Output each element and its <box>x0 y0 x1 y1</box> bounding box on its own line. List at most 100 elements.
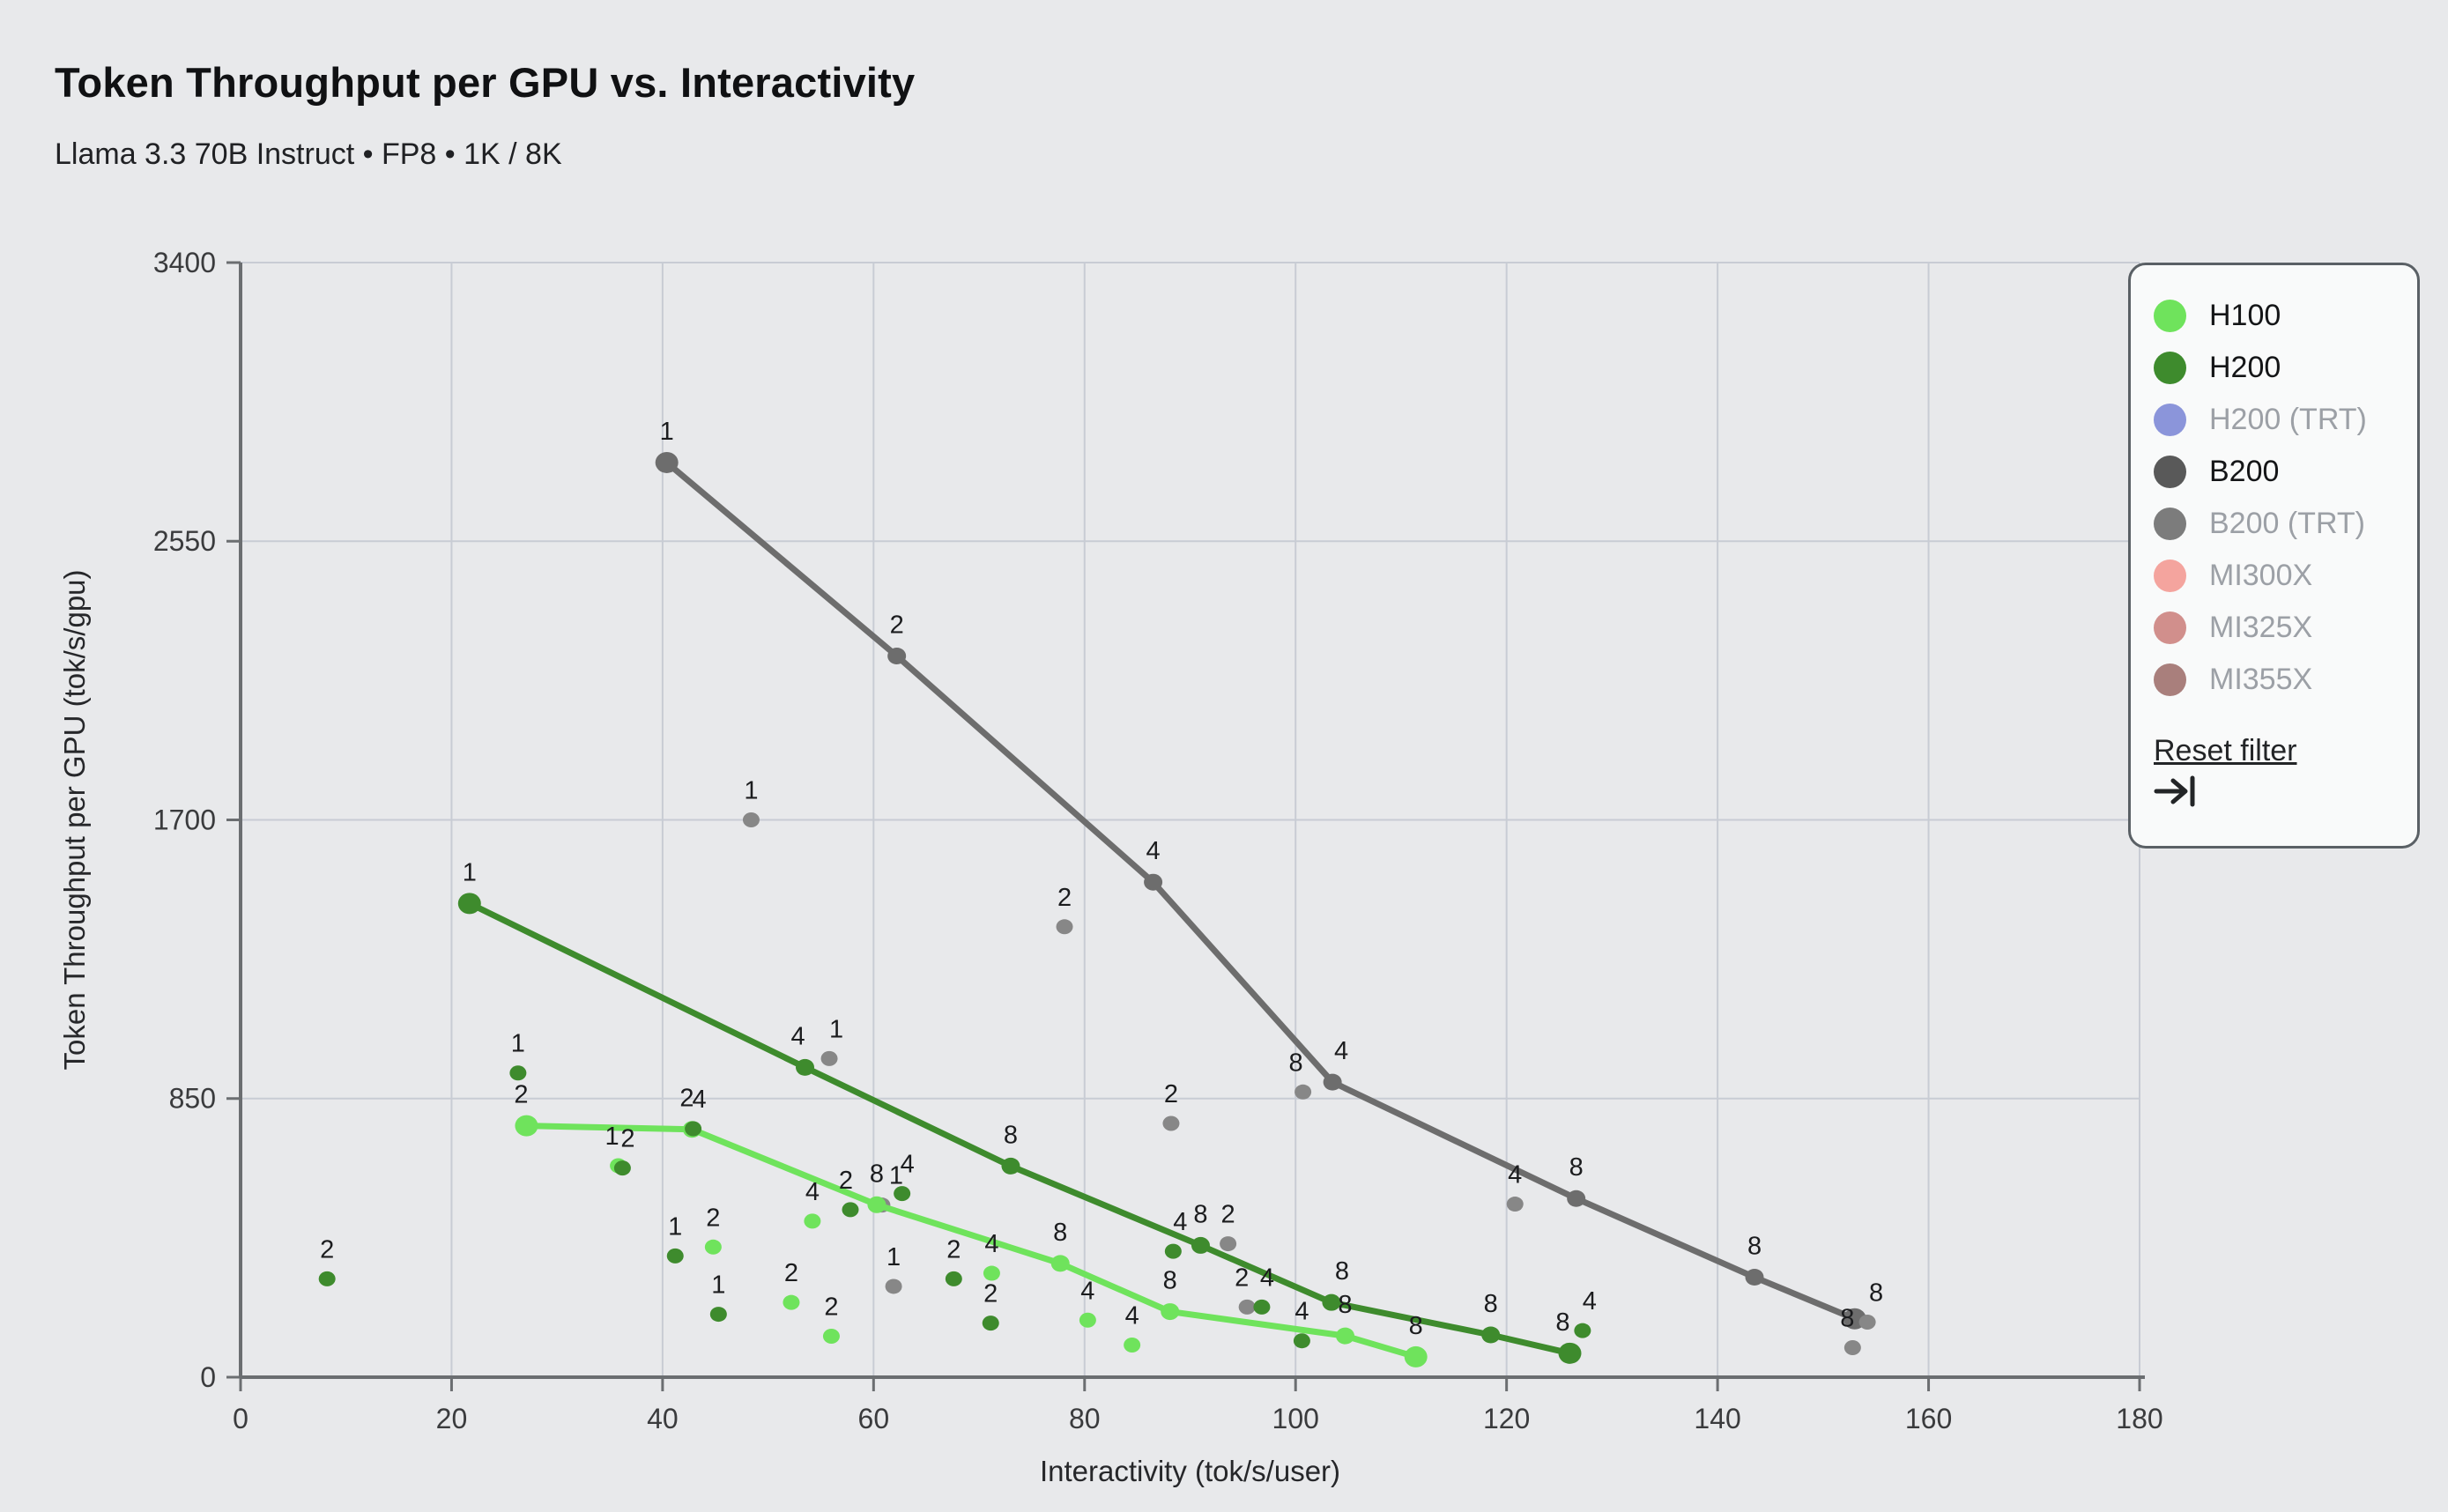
point-label: 2 <box>784 1259 798 1287</box>
legend-swatch-icon <box>2154 352 2186 384</box>
point-label: 2 <box>824 1293 838 1321</box>
reset-filter-link[interactable]: Reset filter <box>2154 734 2297 767</box>
point-label: 2 <box>1057 884 1072 912</box>
y-tick-label: 850 <box>169 1083 216 1115</box>
data-point[interactable] <box>509 1065 527 1081</box>
data-point[interactable] <box>1162 1115 1180 1131</box>
data-point[interactable] <box>655 451 679 473</box>
point-label: 4 <box>1173 1208 1187 1236</box>
data-point[interactable] <box>820 1050 838 1066</box>
legend-item-h100[interactable]: H100 <box>2154 290 2417 342</box>
data-point[interactable] <box>1404 1345 1428 1367</box>
data-point[interactable] <box>1335 1327 1354 1345</box>
data-point[interactable] <box>1558 1342 1582 1364</box>
data-point[interactable] <box>709 1307 727 1323</box>
data-point[interactable] <box>894 1186 911 1202</box>
data-point[interactable] <box>1293 1333 1310 1349</box>
data-point[interactable] <box>982 1316 999 1331</box>
data-point[interactable] <box>613 1160 631 1176</box>
point-label: 2 <box>514 1081 528 1109</box>
point-label: 2 <box>983 1280 998 1308</box>
data-point[interactable] <box>1481 1326 1501 1344</box>
data-point[interactable] <box>1050 1255 1070 1272</box>
data-point[interactable] <box>867 1196 886 1213</box>
point-label: 2 <box>706 1204 720 1232</box>
data-point[interactable] <box>783 1294 800 1310</box>
y-tick-label: 1700 <box>153 804 216 835</box>
point-label: 1 <box>605 1123 619 1151</box>
legend-item-b200[interactable]: B200 <box>2154 446 2417 498</box>
data-point[interactable] <box>1191 1236 1210 1254</box>
x-tick-label: 40 <box>647 1403 679 1434</box>
data-point[interactable] <box>842 1202 859 1218</box>
point-label: 4 <box>1146 837 1161 865</box>
page-subtitle: Llama 3.3 70B Instruct • FP8 • 1K / 8K <box>55 137 562 171</box>
y-tick-label: 2550 <box>153 525 216 557</box>
data-point[interactable] <box>1574 1323 1591 1338</box>
data-point[interactable] <box>1161 1303 1180 1321</box>
data-point[interactable] <box>1144 873 1163 891</box>
point-label: 1 <box>886 1243 901 1271</box>
x-tick-label: 0 <box>233 1403 249 1434</box>
data-point[interactable] <box>1220 1236 1237 1252</box>
point-label: 1 <box>660 418 674 446</box>
legend-item-mi300x[interactable]: MI300X <box>2154 550 2417 602</box>
x-tick-label: 100 <box>1272 1403 1319 1434</box>
point-label: 4 <box>984 1230 998 1258</box>
data-point[interactable] <box>1164 1243 1182 1259</box>
point-label: 1 <box>889 1162 903 1190</box>
legend-swatch-icon <box>2154 456 2186 488</box>
point-label: 4 <box>1334 1037 1348 1065</box>
point-label: 4 <box>1260 1264 1274 1292</box>
data-point[interactable] <box>1323 1073 1342 1091</box>
data-point[interactable] <box>822 1328 840 1344</box>
point-label: 2 <box>620 1125 634 1153</box>
data-point[interactable] <box>318 1271 336 1286</box>
legend-swatch-icon <box>2154 300 2186 332</box>
data-point[interactable] <box>1056 919 1073 935</box>
data-point[interactable] <box>804 1213 821 1229</box>
data-point[interactable] <box>796 1058 815 1076</box>
data-point[interactable] <box>1745 1269 1764 1286</box>
data-point[interactable] <box>1843 1340 1861 1356</box>
data-point[interactable] <box>887 647 907 664</box>
legend-item-mi325x[interactable]: MI325X <box>2154 602 2417 654</box>
data-point[interactable] <box>1001 1157 1020 1175</box>
point-label: 8 <box>1289 1049 1303 1077</box>
legend-item-h200-trt[interactable]: H200 (TRT) <box>2154 394 2417 446</box>
data-point[interactable] <box>885 1279 902 1294</box>
point-label: 4 <box>790 1022 805 1050</box>
legend-item-mi355x[interactable]: MI355X <box>2154 654 2417 706</box>
data-point[interactable] <box>704 1239 722 1255</box>
tab-arrow-icon[interactable] <box>2154 774 2199 809</box>
data-point[interactable] <box>685 1121 702 1137</box>
data-point[interactable] <box>1253 1299 1271 1315</box>
y-tick-label: 3400 <box>153 247 216 278</box>
data-point[interactable] <box>742 812 760 827</box>
data-point[interactable] <box>1506 1197 1524 1212</box>
data-point[interactable] <box>666 1248 684 1264</box>
legend-item-h200[interactable]: H200 <box>2154 342 2417 394</box>
point-label: 4 <box>805 1178 820 1206</box>
data-point[interactable] <box>1858 1314 1876 1330</box>
legend-swatch-icon <box>2154 611 2186 644</box>
x-tick-label: 80 <box>1069 1403 1101 1434</box>
point-label: 8 <box>1840 1305 1854 1333</box>
data-point[interactable] <box>1322 1293 1341 1311</box>
data-point[interactable] <box>1124 1338 1141 1353</box>
data-point[interactable] <box>1294 1084 1312 1100</box>
data-point[interactable] <box>1238 1299 1256 1315</box>
data-point[interactable] <box>1567 1190 1586 1207</box>
x-tick-label: 160 <box>1905 1403 1952 1434</box>
legend-item-b200-trt[interactable]: B200 (TRT) <box>2154 498 2417 550</box>
point-label: 1 <box>511 1030 525 1058</box>
y-axis-title: Token Throughput per GPU (tok/s/gpu) <box>58 569 91 1070</box>
data-point[interactable] <box>1079 1312 1096 1328</box>
page-title: Token Throughput per GPU vs. Interactivi… <box>55 59 916 106</box>
data-point[interactable] <box>983 1265 1000 1281</box>
data-point[interactable] <box>515 1115 538 1137</box>
data-point[interactable] <box>945 1271 962 1286</box>
data-point[interactable] <box>457 893 481 915</box>
point-label: 2 <box>890 611 904 639</box>
point-label: 8 <box>1004 1121 1018 1149</box>
